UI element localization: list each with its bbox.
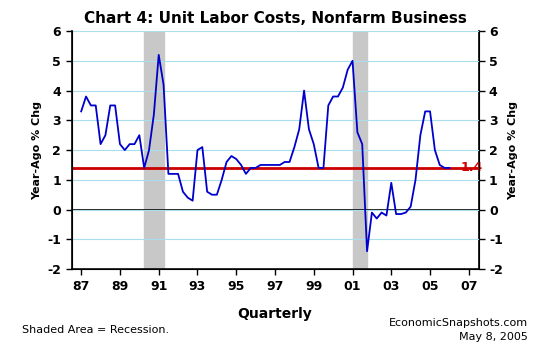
Text: Quarterly: Quarterly bbox=[238, 307, 312, 321]
Bar bbox=[144, 31, 163, 269]
Y-axis label: Year-Ago % Chg: Year-Ago % Chg bbox=[508, 101, 518, 199]
Text: EconomicSnapshots.com
May 8, 2005: EconomicSnapshots.com May 8, 2005 bbox=[389, 318, 528, 342]
Y-axis label: Year-Ago % Chg: Year-Ago % Chg bbox=[32, 101, 42, 199]
Bar bbox=[353, 31, 367, 269]
Text: 1.4: 1.4 bbox=[461, 161, 483, 175]
Text: Shaded Area = Recession.: Shaded Area = Recession. bbox=[22, 325, 169, 335]
Title: Chart 4: Unit Labor Costs, Nonfarm Business: Chart 4: Unit Labor Costs, Nonfarm Busin… bbox=[84, 11, 466, 26]
